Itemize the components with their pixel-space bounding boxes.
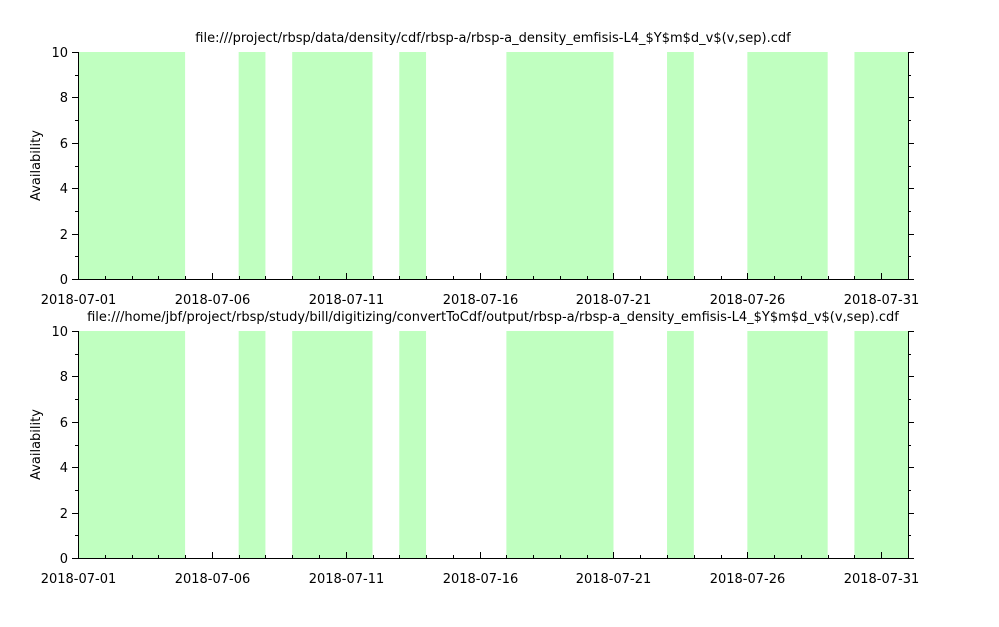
y-tick-label: 0 xyxy=(60,273,68,288)
x-tick-label: 2018-07-11 xyxy=(309,293,385,308)
x-tick-label: 2018-07-26 xyxy=(710,572,786,587)
x-tick-label: 2018-07-06 xyxy=(175,572,251,587)
y-tick-label: 6 xyxy=(60,137,68,152)
x-tick-label: 2018-07-06 xyxy=(175,293,251,308)
y-tick-label: 8 xyxy=(60,91,68,106)
availability-bar xyxy=(747,331,828,558)
y-tick-label: 2 xyxy=(60,228,68,243)
chart-title: file:///home/jbf/project/rbsp/study/bill… xyxy=(87,310,899,325)
availability-bar xyxy=(292,331,373,558)
availability-bar xyxy=(78,331,186,558)
availability-bar xyxy=(506,331,614,558)
x-tick-label: 2018-07-31 xyxy=(844,293,920,308)
x-tick-label: 2018-07-01 xyxy=(41,293,117,308)
x-tick-label: 2018-07-26 xyxy=(710,293,786,308)
availability-bar xyxy=(292,52,373,279)
x-tick-label: 2018-07-21 xyxy=(576,293,652,308)
availability-bar xyxy=(238,52,266,279)
x-tick-label: 2018-07-21 xyxy=(576,572,652,587)
y-tick-label: 2 xyxy=(60,507,68,522)
x-tick-label: 2018-07-16 xyxy=(443,293,519,308)
x-tick-label: 2018-07-01 xyxy=(41,572,117,587)
y-tick-label: 10 xyxy=(51,46,68,61)
x-tick-label: 2018-07-11 xyxy=(309,572,385,587)
y-tick-label: 8 xyxy=(60,370,68,385)
y-axis-label: Availability xyxy=(29,130,44,201)
y-tick-label: 4 xyxy=(60,461,68,476)
y-tick-label: 6 xyxy=(60,416,68,431)
y-tick-label: 10 xyxy=(51,325,68,340)
chart-panel-2: 0 2 4 6 8 10 2018-07-01 2018-07-06 2018-07-11 201… xyxy=(29,310,919,587)
x-tick-label: 2018-07-16 xyxy=(443,572,519,587)
availability-bar xyxy=(78,52,186,279)
chart-title: file:///project/rbsp/data/density/cdf/rb… xyxy=(195,31,791,46)
availability-bar xyxy=(399,52,427,279)
x-tick-label: 2018-07-31 xyxy=(844,572,920,587)
availability-bar xyxy=(399,331,427,558)
availability-bar xyxy=(238,331,266,558)
availability-bar xyxy=(506,52,614,279)
y-tick-label: 0 xyxy=(60,552,68,567)
availability-bar xyxy=(667,52,694,279)
availability-bar xyxy=(854,52,908,279)
y-axis-label: Availability xyxy=(29,409,44,480)
availability-bar xyxy=(854,331,908,558)
availability-bar xyxy=(667,331,694,558)
chart-panel-1: 0 2 4 6 8 10 2018-07-01 2018-07-06 2018-07-11 201… xyxy=(29,31,919,308)
availability-bar xyxy=(747,52,828,279)
y-tick-label: 4 xyxy=(60,182,68,197)
